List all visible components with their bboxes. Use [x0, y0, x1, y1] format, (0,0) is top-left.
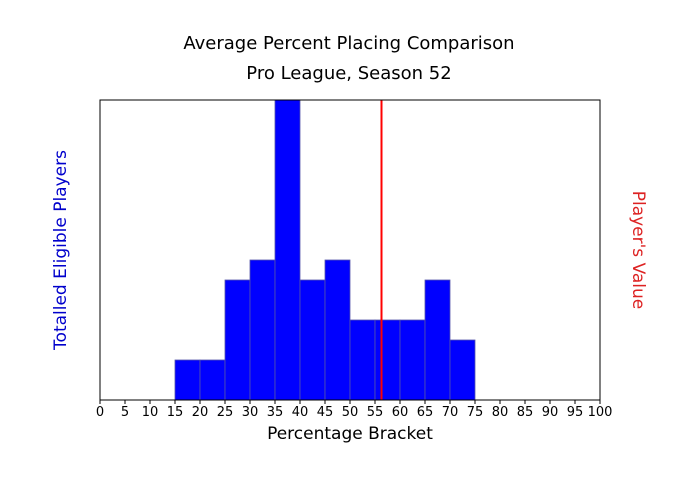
- histogram-bar: [224, 279, 251, 401]
- x-tick-label: 70: [442, 405, 459, 420]
- x-tick-label: 40: [292, 405, 309, 420]
- chart-subtitle: Pro League, Season 52: [246, 63, 451, 84]
- x-tick-label: 5: [121, 405, 129, 420]
- histogram-bar: [324, 259, 351, 401]
- x-tick-label: 20: [192, 405, 209, 420]
- x-tick-label: 95: [567, 405, 584, 420]
- histogram-bar: [249, 259, 276, 401]
- x-tick-label: 15: [167, 405, 184, 420]
- histogram-bar: [449, 339, 476, 401]
- x-tick-label: 55: [367, 405, 384, 420]
- x-tick-label: 60: [392, 405, 409, 420]
- x-tick-label: 100: [588, 405, 613, 420]
- x-tick-label: 0: [96, 405, 104, 420]
- histogram-bar: [374, 319, 401, 401]
- histogram-bar: [299, 279, 326, 401]
- x-tick-label: 25: [217, 405, 234, 420]
- histogram-bar: [424, 279, 451, 401]
- y-axis-label-right: Player's Value: [628, 191, 648, 310]
- x-tick-label: 45: [317, 405, 334, 420]
- x-ticks-group: 0 5 10 15 20 25 30 35 40 45 50 55 60 65 70 75 80 85 90 95 10…: [96, 400, 613, 420]
- x-tick-label: 90: [542, 405, 559, 420]
- x-tick-label: 75: [467, 405, 484, 420]
- x-tick-label: 65: [417, 405, 434, 420]
- x-tick-label: 50: [342, 405, 359, 420]
- x-tick-label: 85: [517, 405, 534, 420]
- x-tick-label: 35: [267, 405, 284, 420]
- histogram-bar: [174, 359, 201, 401]
- chart-title: Average Percent Placing Comparison: [183, 33, 514, 54]
- bars-group: [174, 99, 476, 401]
- x-axis-label: Percentage Bracket: [267, 424, 433, 444]
- y-axis-label-left: Totalled Eligible Players: [51, 150, 71, 351]
- histogram-bar: [199, 359, 226, 401]
- x-tick-label: 80: [492, 405, 509, 420]
- histogram-bar: [349, 319, 376, 401]
- histogram-bar: [274, 99, 301, 401]
- histogram-bar: [399, 319, 426, 401]
- x-tick-label: 10: [142, 405, 159, 420]
- x-tick-label: 30: [242, 405, 259, 420]
